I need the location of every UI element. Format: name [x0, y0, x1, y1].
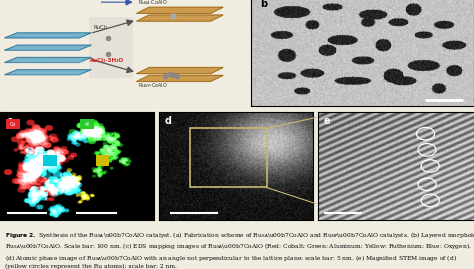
Bar	[80, 119, 94, 129]
Polygon shape	[137, 68, 223, 74]
Text: $\bf{Figure\ 2.}$ Synthesis of the Ru$_{\rm SA}$\u00b7CoAlO catalyst. (a) Fabric: $\bf{Figure\ 2.}$ Synthesis of the Ru$_{…	[5, 230, 474, 269]
Text: Al: Al	[85, 122, 90, 126]
Polygon shape	[5, 33, 91, 38]
Text: b: b	[260, 0, 267, 9]
Polygon shape	[137, 15, 223, 21]
Text: Co: Co	[10, 122, 16, 126]
Text: a: a	[4, 0, 10, 1]
Text: c: c	[6, 116, 12, 126]
Polygon shape	[5, 45, 91, 50]
Bar	[96, 155, 109, 166]
Text: RuCl₃·3H₂O: RuCl₃·3H₂O	[90, 58, 124, 63]
Text: d: d	[165, 116, 172, 126]
Polygon shape	[137, 7, 223, 13]
Bar	[6, 119, 20, 129]
Text: H₂ reduction: H₂ reduction	[122, 0, 155, 2]
Text: Ru$_{NP}$-CoAlO: Ru$_{NP}$-CoAlO	[138, 81, 168, 90]
Polygon shape	[5, 57, 91, 62]
Text: Intercalation: Intercalation	[92, 0, 126, 2]
FancyBboxPatch shape	[89, 17, 133, 78]
Bar	[43, 155, 57, 166]
Text: Ru$_{SA}$-CoAlO: Ru$_{SA}$-CoAlO	[138, 0, 167, 7]
Text: RuCl₃: RuCl₃	[94, 25, 108, 30]
Polygon shape	[5, 70, 91, 75]
Polygon shape	[137, 75, 223, 82]
Bar	[190, 128, 266, 187]
Text: e: e	[324, 116, 330, 126]
